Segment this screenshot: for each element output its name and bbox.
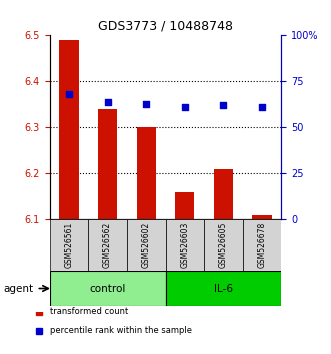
Text: GSM526561: GSM526561: [65, 222, 73, 268]
Text: GSM526605: GSM526605: [219, 222, 228, 268]
FancyBboxPatch shape: [50, 219, 88, 271]
Text: control: control: [89, 284, 126, 293]
FancyBboxPatch shape: [88, 219, 127, 271]
FancyBboxPatch shape: [243, 219, 281, 271]
FancyBboxPatch shape: [166, 271, 281, 306]
Text: IL-6: IL-6: [214, 284, 233, 293]
FancyBboxPatch shape: [50, 271, 166, 306]
Bar: [98, 109, 117, 219]
Text: GSM526678: GSM526678: [258, 222, 266, 268]
FancyBboxPatch shape: [127, 219, 166, 271]
Bar: [252, 215, 272, 219]
Point: [144, 101, 149, 106]
Bar: [59, 40, 78, 219]
Text: GSM526603: GSM526603: [180, 222, 189, 268]
Text: agent: agent: [3, 284, 33, 293]
Point: [221, 103, 226, 108]
FancyBboxPatch shape: [166, 219, 204, 271]
FancyBboxPatch shape: [204, 219, 243, 271]
Bar: [175, 192, 194, 219]
Point: [182, 104, 187, 110]
Text: percentile rank within the sample: percentile rank within the sample: [50, 326, 192, 336]
Point: [105, 99, 110, 104]
Text: transformed count: transformed count: [50, 307, 128, 316]
Text: GSM526562: GSM526562: [103, 222, 112, 268]
Text: GDS3773 / 10488748: GDS3773 / 10488748: [98, 19, 233, 33]
Point: [66, 91, 71, 97]
Bar: [136, 127, 156, 219]
Bar: [214, 169, 233, 219]
Text: GSM526602: GSM526602: [142, 222, 151, 268]
Point: [260, 104, 265, 110]
